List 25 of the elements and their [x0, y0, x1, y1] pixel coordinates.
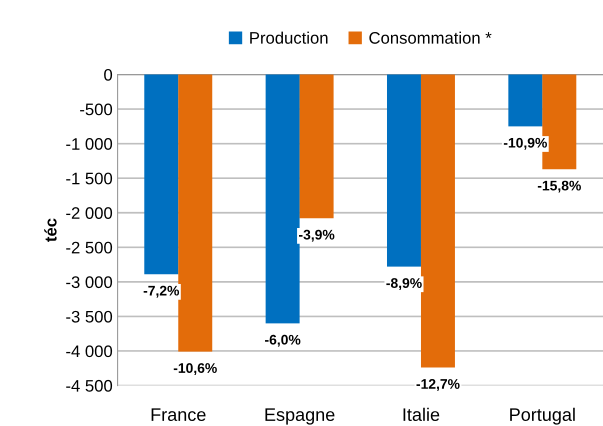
legend-label: Consommation * [369, 32, 492, 44]
y-tick-label: 0 [104, 68, 112, 81]
annotation: -8,9% [386, 278, 422, 290]
legend-label: Production [250, 32, 328, 44]
x-tick-label: Portugal [510, 408, 575, 425]
annotation: -10,6% [174, 363, 217, 375]
annotation: -7,2% [144, 286, 180, 298]
y-tick-label: -4 000 [66, 345, 112, 358]
x-tick-label: Espagne [265, 408, 334, 425]
y-tick-label: -500 [80, 104, 112, 116]
y-axis-title: téc [44, 218, 57, 242]
annotation: -12,7% [416, 379, 460, 391]
annotation: -10,9% [504, 138, 547, 150]
y-tick-label: -1 500 [66, 172, 112, 184]
x-tick-label: France [152, 408, 206, 422]
x-tick-label: Italie [404, 408, 440, 422]
y-tick-label: -3 500 [66, 310, 112, 323]
y-tick-label: -4 500 [66, 380, 112, 392]
annotation: -3,9% [299, 230, 334, 242]
annotation: -6,0% [265, 334, 300, 347]
y-tick-label: -2 000 [66, 207, 112, 219]
y-tick-label: -2 500 [66, 242, 112, 254]
y-tick-label: -1 000 [66, 138, 112, 150]
y-tick-label: -3 000 [66, 276, 112, 288]
annotation: -15,8% [538, 180, 581, 193]
